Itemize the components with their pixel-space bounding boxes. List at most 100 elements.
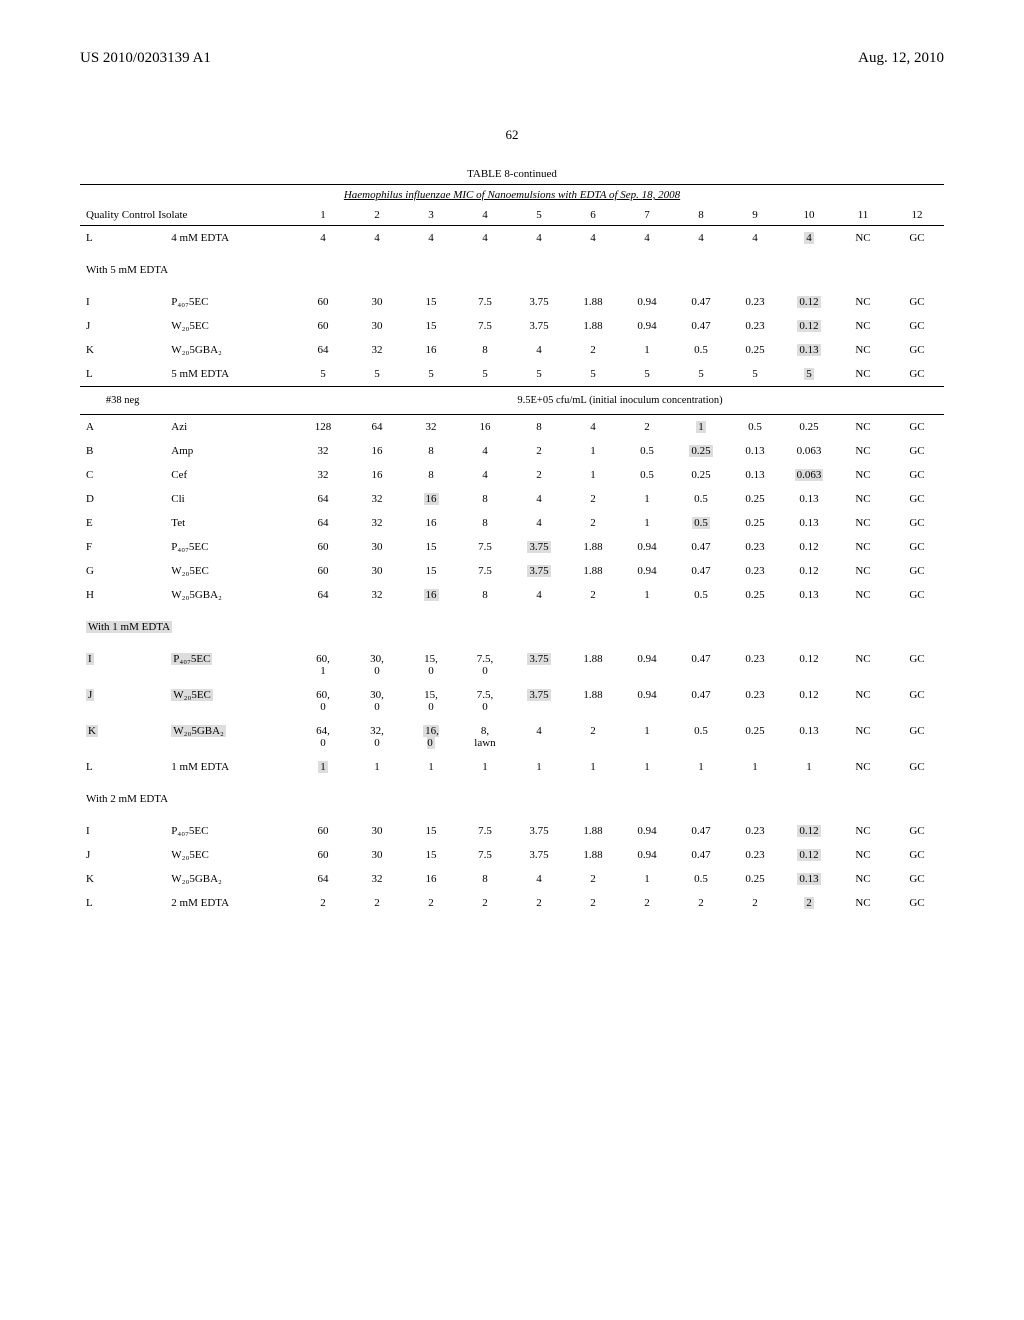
cell-value: 32 [350, 487, 404, 511]
table-row: DCli64321684210.50.250.13NCGC [80, 487, 944, 511]
row-id: L [80, 362, 165, 387]
cell-value: 15 [404, 843, 458, 867]
cell-value: 1 [620, 487, 674, 511]
row-compound: P₄₀₇5EC [165, 290, 296, 314]
table-row: #38 neg9.5E+05 cfu/mL (initial inoculum … [80, 387, 944, 415]
cell-value: 0.47 [674, 683, 728, 719]
cell-value: 0.5 [620, 463, 674, 487]
cell-value: 2 [566, 719, 620, 755]
row-id: J [80, 314, 165, 338]
row-id: I [80, 819, 165, 843]
cell-value: NC [836, 535, 890, 559]
cell-value: 0.47 [674, 559, 728, 583]
table-row: With 2 mM EDTA [80, 779, 944, 819]
table-row: KW₂₀5GBA₂64,032,016,08,lawn4210.50.250.1… [80, 719, 944, 755]
cell-value: 0.23 [728, 314, 782, 338]
cell-value: 60 [296, 535, 350, 559]
cell-value: 4 [458, 463, 512, 487]
cell-value: 0.13 [728, 439, 782, 463]
cell-value: NC [836, 362, 890, 387]
cell-value: 5 [566, 362, 620, 387]
cell-value: 7.5,0 [458, 683, 512, 719]
cell-value: NC [836, 415, 890, 440]
cell-value: 32,0 [350, 719, 404, 755]
page-number: 62 [80, 127, 944, 143]
col-header: 10 [782, 205, 836, 226]
cell-value: 0.5 [674, 487, 728, 511]
cell-value: 1.88 [566, 559, 620, 583]
cell-value: 15 [404, 819, 458, 843]
row-id: L [80, 226, 165, 251]
cell-value: 4 [512, 719, 566, 755]
row-compound: W₂₀5GBA₂ [165, 867, 296, 891]
col-header: 7 [620, 205, 674, 226]
col-header: 12 [890, 205, 944, 226]
cell-value: 0.5 [674, 719, 728, 755]
cell-value: 1 [620, 338, 674, 362]
cell-value: 60 [296, 559, 350, 583]
cell-value: 30 [350, 819, 404, 843]
cell-value: 8 [458, 487, 512, 511]
cell-value: 5 [728, 362, 782, 387]
table-row: AAzi12864321684210.50.25NCGC [80, 415, 944, 440]
cell-value: 0.25 [728, 511, 782, 535]
cell-value: 0.12 [782, 559, 836, 583]
cell-value: 3.75 [512, 843, 566, 867]
cell-value: NC [836, 439, 890, 463]
row-id: D [80, 487, 165, 511]
cell-value: NC [836, 290, 890, 314]
cell-value: NC [836, 755, 890, 779]
col-header: 11 [836, 205, 890, 226]
cell-value: 8 [404, 439, 458, 463]
cell-value: 1 [620, 511, 674, 535]
cell-value: 0.23 [728, 843, 782, 867]
table-row: With 1 mM EDTA [80, 607, 944, 647]
cell-value: 64,0 [296, 719, 350, 755]
cell-value: 3.75 [512, 559, 566, 583]
cell-value: 1 [350, 755, 404, 779]
col-header: 2 [350, 205, 404, 226]
cell-value: 0.47 [674, 819, 728, 843]
cell-value: 32 [296, 439, 350, 463]
cell-value: 8 [458, 511, 512, 535]
table-row: JW₂₀5EC6030157.53.751.880.940.470.230.12… [80, 843, 944, 867]
cell-value: 3.75 [512, 819, 566, 843]
cell-value: 0.13 [782, 338, 836, 362]
cell-value: 16 [404, 487, 458, 511]
cell-value: 0.23 [728, 683, 782, 719]
cell-value: 4 [566, 226, 620, 251]
table-row: FP₄₀₇5EC6030157.53.751.880.940.470.230.1… [80, 535, 944, 559]
cell-value: 0.25 [728, 867, 782, 891]
cell-value: 60 [296, 819, 350, 843]
cell-value: 3.75 [512, 290, 566, 314]
cell-value: 1.88 [566, 843, 620, 867]
cell-value: 2 [728, 891, 782, 915]
row-compound: 1 mM EDTA [165, 755, 296, 779]
table-row: GW₂₀5EC6030157.53.751.880.940.470.230.12… [80, 559, 944, 583]
row-id: L [80, 755, 165, 779]
row-id: A [80, 415, 165, 440]
cell-value: 16 [350, 439, 404, 463]
cell-value: NC [836, 683, 890, 719]
cell-value: 8 [404, 463, 458, 487]
cell-value: 30 [350, 559, 404, 583]
cell-value: 30 [350, 290, 404, 314]
col-header: 3 [404, 205, 458, 226]
cell-value: GC [890, 843, 944, 867]
col-header: 6 [566, 205, 620, 226]
section-label: With 5 mM EDTA [80, 250, 944, 290]
cell-value: 5 [620, 362, 674, 387]
doc-date: Aug. 12, 2010 [858, 50, 944, 67]
cell-value: 4 [458, 226, 512, 251]
cell-value: GC [890, 647, 944, 683]
cell-value: 4 [566, 415, 620, 440]
cell-value: 0.94 [620, 683, 674, 719]
cell-value: 0.13 [782, 511, 836, 535]
cell-value: GC [890, 362, 944, 387]
cell-value: 2 [512, 439, 566, 463]
cell-value: 64 [350, 415, 404, 440]
cell-value: 0.23 [728, 819, 782, 843]
cell-value: 0.25 [728, 487, 782, 511]
cell-value: 4 [512, 511, 566, 535]
cell-value: 2 [512, 463, 566, 487]
